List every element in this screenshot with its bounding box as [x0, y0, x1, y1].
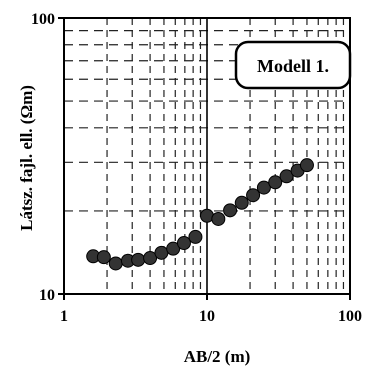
data-point: [279, 169, 294, 184]
y-axis-label: Látsz. fajl. ell. (Ωm): [17, 85, 36, 231]
x-tick-label: 100: [338, 308, 362, 325]
annotation-label: Modell 1.: [257, 56, 329, 76]
data-point: [166, 241, 181, 256]
data-point: [108, 256, 123, 271]
axis-ticks: [58, 17, 351, 300]
x-tick-label: 1: [60, 308, 68, 325]
data-point: [131, 252, 146, 267]
data-points: [86, 158, 314, 271]
annotation-box: [234, 40, 352, 90]
data-point: [256, 180, 271, 195]
data-point: [246, 188, 261, 203]
data-point: [299, 158, 314, 173]
data-point: [223, 203, 238, 218]
data-point: [234, 195, 249, 210]
data-point: [188, 229, 203, 244]
x-tick-label: 10: [199, 308, 215, 325]
data-point: [268, 175, 283, 190]
y-tick-label: 10: [39, 287, 55, 304]
data-point: [96, 250, 111, 265]
x-axis-label: AB/2 (m): [184, 347, 251, 366]
legend-box: Modell 1.: [234, 40, 352, 90]
data-point: [154, 245, 169, 260]
data-point: [176, 236, 191, 251]
data-point: [143, 251, 158, 266]
y-tick-label: 100: [31, 11, 55, 28]
data-point: [211, 211, 226, 226]
tick-labels: 1 10 100 10 100: [31, 11, 362, 325]
